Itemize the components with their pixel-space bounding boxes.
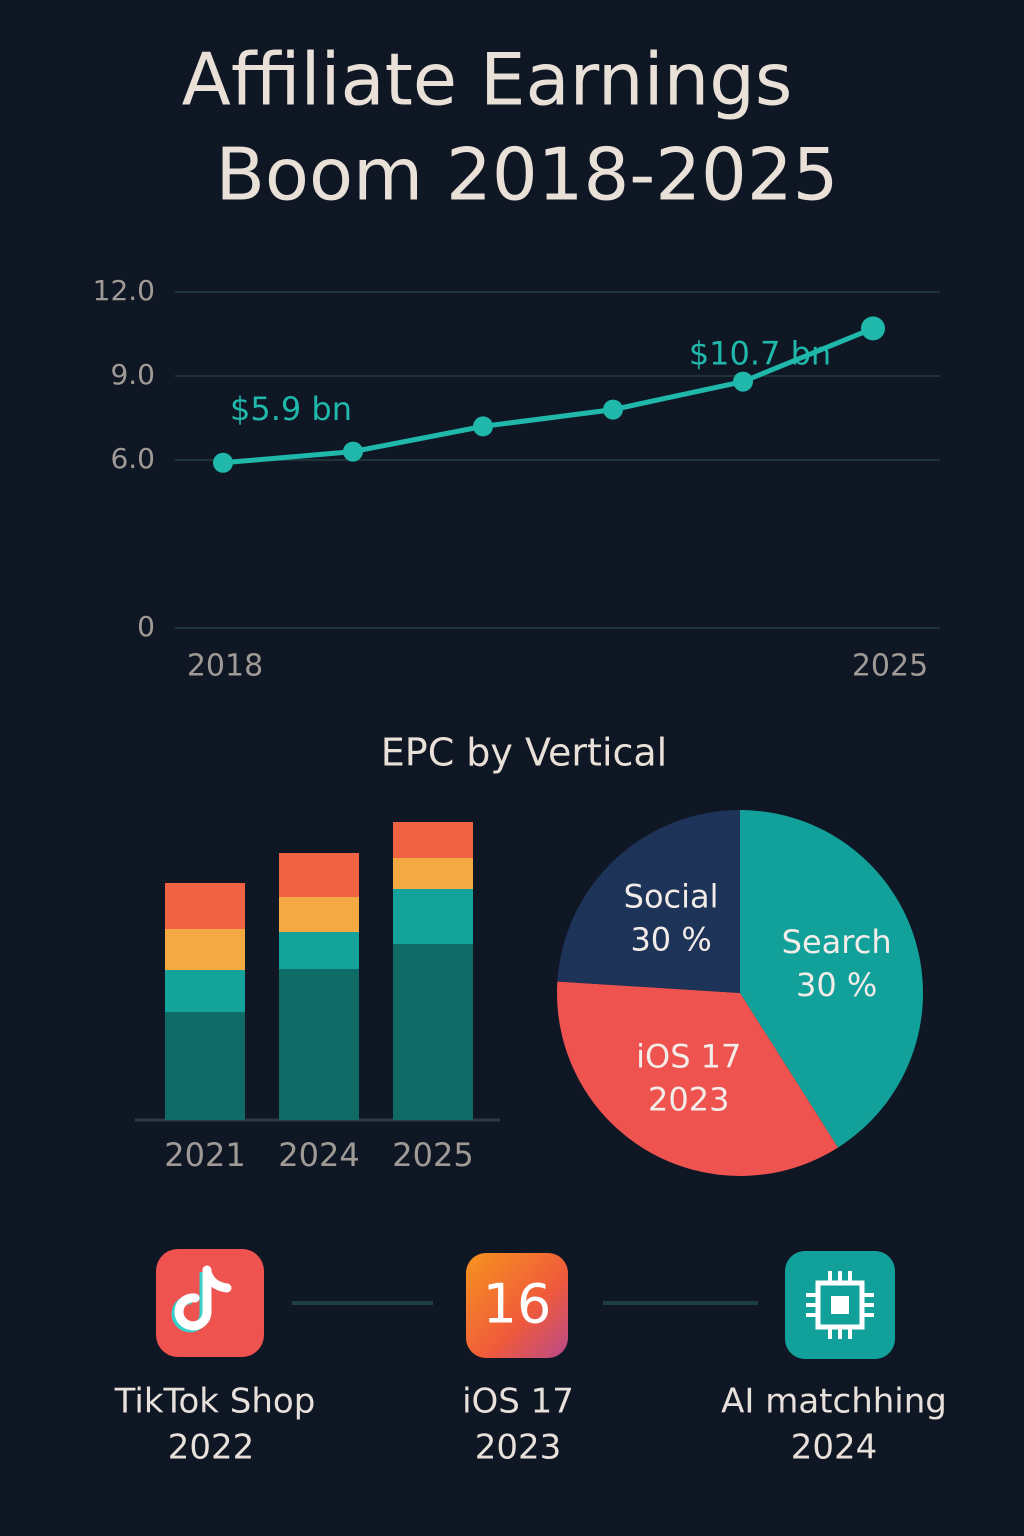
timeline-label: iOS 17 [462, 1382, 574, 1422]
data-point [603, 399, 623, 420]
slice-label: iOS 17 [636, 1038, 741, 1076]
timeline-year: 2024 [791, 1428, 878, 1468]
title-line: Boom 2018-2025 [216, 133, 839, 217]
y-tick-label: 9.0 [110, 358, 155, 391]
timeline-year: 2022 [168, 1428, 255, 1468]
pie-slice [556, 981, 839, 1176]
slice-label: Search [782, 923, 892, 961]
x-tick-label: 2018 [187, 649, 263, 684]
bar-segment [165, 929, 245, 970]
x-tick-label: 2025 [852, 649, 928, 684]
timeline-year: 2023 [475, 1428, 562, 1468]
bar-segment [165, 883, 245, 929]
timeline-label: AI matchhing [721, 1382, 947, 1422]
x-tick-label: 2025 [392, 1136, 473, 1174]
x-tick-label: 2024 [278, 1136, 359, 1174]
bar-segment [393, 944, 473, 1120]
pie-slice [740, 810, 923, 1148]
ai-chip-icon [785, 1251, 895, 1359]
slice-label: 30 % [630, 921, 711, 959]
bar-segment [279, 897, 359, 932]
tiktok-icon [156, 1249, 264, 1357]
y-tick-label: 0 [137, 610, 155, 643]
slice-label: 30 % [796, 966, 877, 1004]
bar-segment [165, 970, 245, 1012]
title-line: Affiliate Earnings [182, 38, 793, 122]
data-line [222, 326, 874, 466]
bar-segment [279, 932, 359, 969]
section-title: EPC by Vertical [381, 731, 667, 775]
bar-segment [393, 822, 473, 858]
bar-segment [279, 853, 359, 897]
bar-segment [393, 889, 473, 944]
slice-label: Social [624, 878, 719, 916]
bar-segment [279, 969, 359, 1120]
y-tick-label: 6.0 [110, 442, 155, 475]
data-point [473, 416, 493, 437]
data-point [343, 441, 363, 462]
value-label: $10.7 bn [689, 334, 831, 372]
x-tick-label: 2021 [164, 1136, 245, 1174]
icon-text: 16 [483, 1273, 552, 1336]
bar-segment [165, 1012, 245, 1120]
ios-icon [466, 1253, 568, 1358]
y-tick-label: 12.0 [93, 274, 155, 307]
data-point [213, 452, 233, 473]
timeline-label: TikTok Shop [114, 1382, 316, 1422]
value-label: $5.9 bn [230, 390, 352, 428]
bar-segment [393, 858, 473, 889]
data-point [861, 316, 885, 341]
slice-label: 2023 [648, 1081, 729, 1119]
data-point [733, 371, 753, 392]
pie-slice [557, 810, 740, 993]
